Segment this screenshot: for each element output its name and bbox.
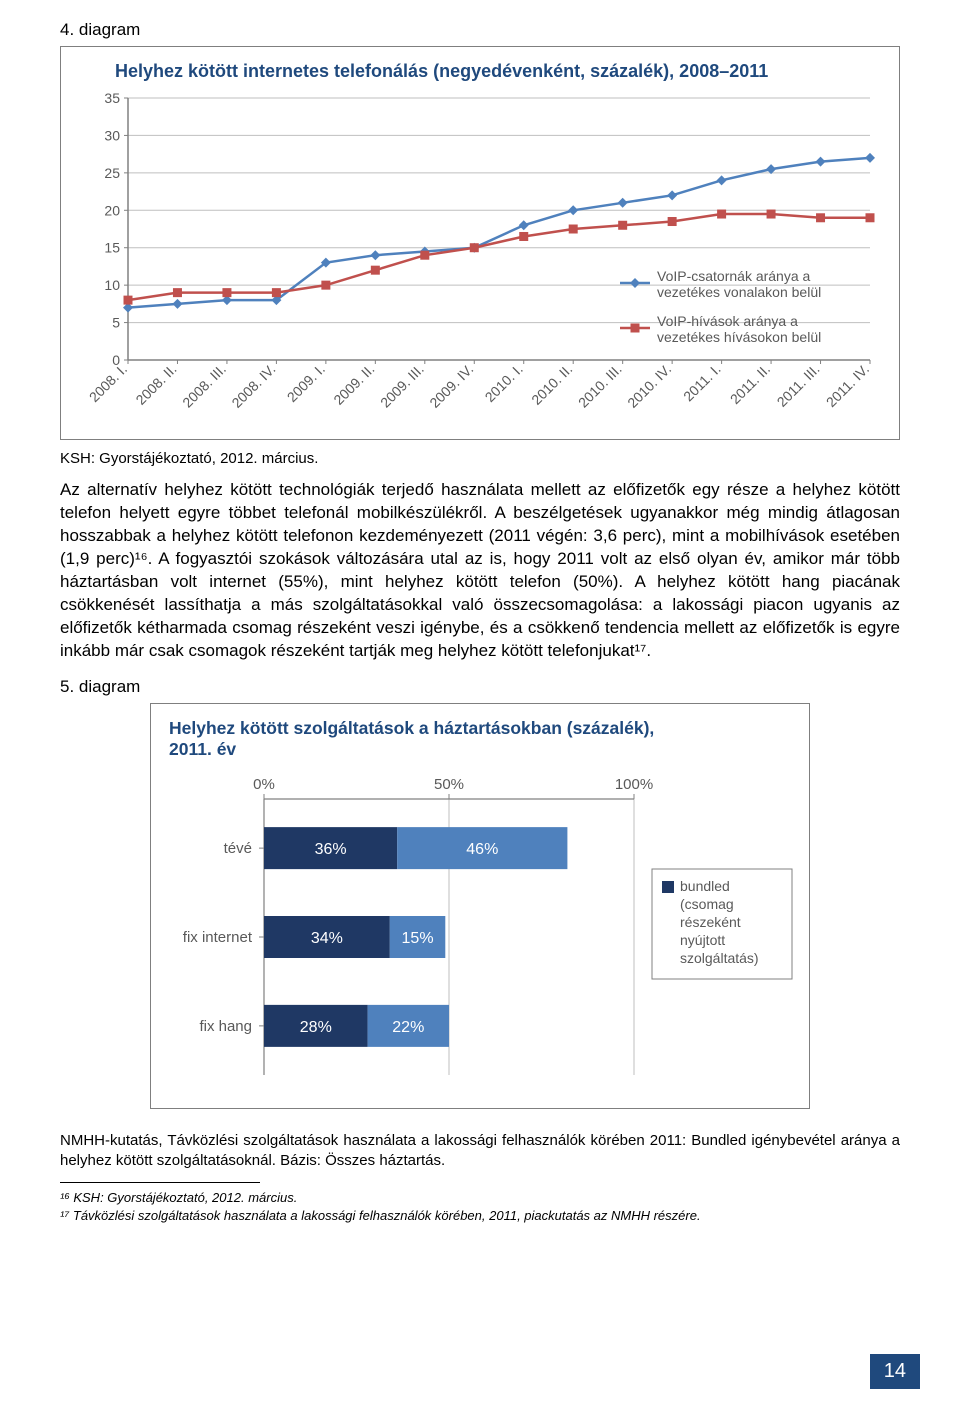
svg-text:28%: 28%	[300, 1019, 332, 1036]
svg-text:36%: 36%	[315, 841, 347, 858]
svg-text:2008. II.: 2008. II.	[132, 361, 179, 408]
svg-text:2011. II.: 2011. II.	[727, 361, 773, 407]
chart2-title-line1: Helyhez kötött szolgáltatások a háztartá…	[169, 718, 654, 738]
page-number: 14	[870, 1354, 920, 1389]
svg-text:szolgáltatás): szolgáltatás)	[680, 950, 759, 966]
svg-text:2010. III.: 2010. III.	[575, 361, 625, 411]
svg-text:2010. IV.: 2010. IV.	[624, 361, 674, 411]
svg-text:2009. II.: 2009. II.	[330, 361, 377, 408]
diagram4-label: 4. diagram	[60, 20, 900, 40]
svg-text:fix hang: fix hang	[199, 1018, 252, 1035]
svg-text:20: 20	[104, 202, 120, 218]
chart2-caption: NMHH-kutatás, Távközlési szolgáltatások …	[60, 1131, 900, 1170]
diagram5-label: 5. diagram	[60, 677, 900, 697]
svg-text:2011. I.: 2011. I.	[680, 361, 724, 405]
svg-text:100%: 100%	[615, 776, 653, 793]
svg-text:22%: 22%	[392, 1019, 424, 1036]
svg-text:15: 15	[104, 240, 120, 256]
footnote-17: ¹⁷ Távközlési szolgáltatások használata …	[60, 1207, 900, 1225]
svg-text:vezetékes vonalakon belül: vezetékes vonalakon belül	[657, 284, 821, 300]
chart1-source: KSH: Gyorstájékoztató, 2012. március.	[60, 450, 900, 467]
svg-text:bundled: bundled	[680, 878, 730, 894]
svg-text:2009. III.: 2009. III.	[377, 361, 427, 411]
svg-text:VoIP-csatornák aránya a: VoIP-csatornák aránya a	[657, 268, 811, 284]
chart2-plot: 0% 50% 100% tévé 36% 46% fix internet 34% 15% fix…	[169, 763, 799, 1093]
svg-text:2008. III.: 2008. III.	[179, 361, 229, 411]
svg-text:nyújtott: nyújtott	[680, 932, 725, 948]
svg-text:vezetékes hívásokon belül: vezetékes hívásokon belül	[657, 329, 821, 345]
chart2-title-line2: 2011. év	[169, 739, 236, 759]
svg-text:34%: 34%	[311, 930, 343, 947]
chart1-title: Helyhez kötött internetes telefonálás (n…	[115, 61, 885, 82]
svg-text:2011. IV.: 2011. IV.	[823, 361, 872, 410]
svg-text:2008. IV.: 2008. IV.	[228, 361, 278, 411]
svg-text:0%: 0%	[253, 776, 275, 793]
svg-text:tévé: tévé	[224, 840, 252, 857]
svg-text:30: 30	[104, 127, 120, 143]
svg-text:fix internet: fix internet	[183, 929, 253, 946]
svg-text:35: 35	[104, 90, 120, 106]
footnote-16: ¹⁶ KSH: Gyorstájékoztató, 2012. március.	[60, 1189, 900, 1207]
svg-text:10: 10	[104, 277, 120, 293]
chart2-container: Helyhez kötött szolgáltatások a háztartá…	[150, 703, 810, 1110]
svg-text:25: 25	[104, 165, 120, 181]
svg-text:2009. I.: 2009. I.	[284, 361, 328, 405]
chart2-title: Helyhez kötött szolgáltatások a háztartá…	[169, 718, 799, 762]
svg-text:15%: 15%	[402, 930, 434, 947]
svg-text:VoIP-hívások aránya a: VoIP-hívások aránya a	[657, 313, 798, 329]
svg-text:(csomag: (csomag	[680, 896, 734, 912]
svg-text:2008. I.: 2008. I.	[86, 361, 130, 405]
chart1-plot: 051015202530352008. I.2008. II.2008. III…	[75, 90, 885, 430]
svg-text:2010. II.: 2010. II.	[528, 361, 575, 408]
chart1-container: Helyhez kötött internetes telefonálás (n…	[60, 46, 900, 440]
svg-text:5: 5	[112, 315, 120, 331]
svg-text:50%: 50%	[434, 776, 464, 793]
body-paragraph: Az alternatív helyhez kötött technológiá…	[60, 479, 900, 663]
svg-text:2010. I.: 2010. I.	[482, 361, 526, 405]
footnote-rule	[60, 1182, 260, 1183]
svg-text:46%: 46%	[466, 841, 498, 858]
svg-text:2009. IV.: 2009. IV.	[426, 361, 476, 411]
svg-text:részeként: részeként	[680, 914, 741, 930]
svg-text:2011. III.: 2011. III.	[774, 361, 823, 410]
